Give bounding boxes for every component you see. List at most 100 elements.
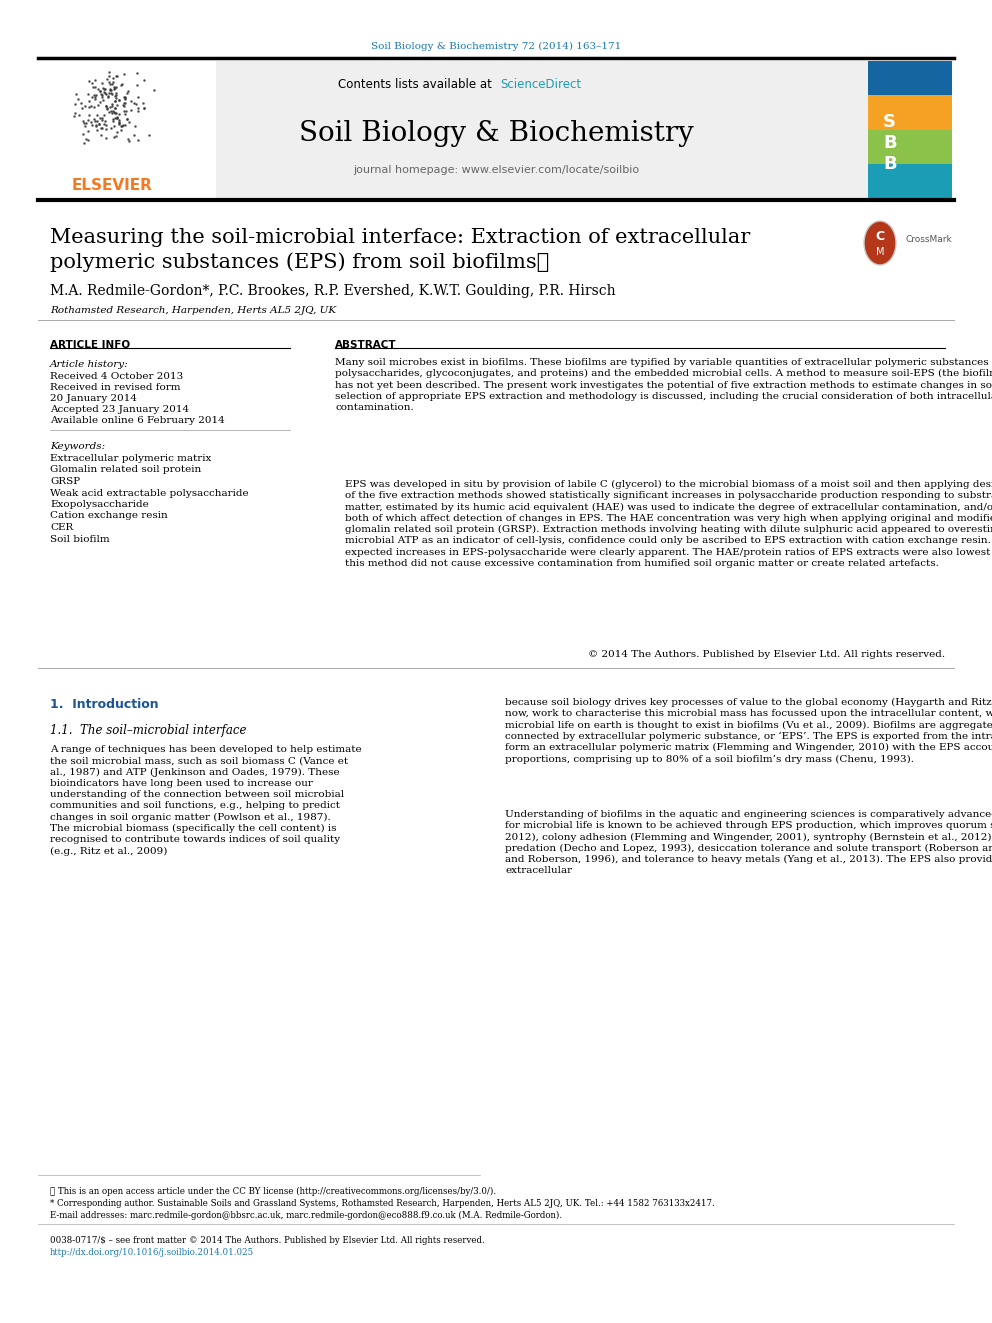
- Point: [105, 67, 121, 89]
- Text: Exopolysaccharide: Exopolysaccharide: [50, 500, 149, 509]
- Point: [93, 73, 109, 94]
- Point: [79, 130, 95, 151]
- Point: [93, 118, 109, 139]
- Point: [75, 112, 91, 134]
- Point: [119, 108, 135, 130]
- Point: [107, 102, 123, 123]
- Point: [120, 128, 136, 149]
- Point: [96, 105, 112, 126]
- Text: CER: CER: [50, 523, 73, 532]
- Point: [89, 105, 105, 126]
- Point: [105, 101, 121, 122]
- Text: predation (Decho and Lopez, 1993), desiccation tolerance and solute transport (R: predation (Decho and Lopez, 1993), desic…: [505, 844, 992, 853]
- Point: [135, 93, 151, 114]
- Point: [108, 66, 124, 87]
- Point: [80, 120, 96, 142]
- Point: [93, 83, 109, 105]
- Text: M: M: [876, 247, 884, 257]
- Point: [85, 85, 101, 106]
- Point: [136, 98, 152, 119]
- Point: [116, 64, 132, 85]
- Point: [94, 118, 110, 139]
- FancyBboxPatch shape: [868, 61, 952, 198]
- Point: [108, 87, 124, 108]
- Point: [117, 114, 133, 135]
- Point: [111, 111, 127, 132]
- Point: [95, 77, 111, 98]
- Point: [127, 115, 143, 136]
- Point: [87, 89, 103, 110]
- Text: Keywords:: Keywords:: [50, 442, 105, 451]
- Point: [101, 71, 117, 93]
- Point: [67, 102, 83, 123]
- Point: [94, 110, 110, 131]
- Text: the soil microbial mass, such as soil biomass C (Vance et: the soil microbial mass, such as soil bi…: [50, 757, 348, 765]
- Point: [109, 106, 125, 127]
- Text: ABSTRACT: ABSTRACT: [335, 340, 397, 351]
- Point: [106, 77, 122, 98]
- Text: ARTICLE INFO: ARTICLE INFO: [50, 340, 130, 351]
- Point: [81, 105, 97, 126]
- Point: [101, 82, 117, 103]
- Point: [118, 101, 134, 122]
- Text: The microbial biomass (specifically the cell content) is: The microbial biomass (specifically the …: [50, 824, 336, 833]
- Point: [123, 90, 139, 111]
- Point: [130, 97, 146, 118]
- Point: [130, 74, 146, 95]
- Point: [117, 93, 133, 114]
- Text: understanding of the connection between soil microbial: understanding of the connection between …: [50, 790, 344, 799]
- Point: [98, 69, 114, 90]
- Point: [102, 79, 118, 101]
- Point: [81, 97, 97, 118]
- Point: [89, 110, 105, 131]
- Point: [115, 94, 131, 115]
- Point: [81, 70, 97, 91]
- Point: [109, 122, 125, 143]
- Point: [101, 102, 117, 123]
- Point: [104, 74, 120, 95]
- Point: [78, 128, 94, 149]
- Text: Cation exchange resin: Cation exchange resin: [50, 512, 168, 520]
- Point: [131, 86, 147, 107]
- Text: Accepted 23 January 2014: Accepted 23 January 2014: [50, 405, 189, 414]
- Point: [97, 82, 113, 103]
- Point: [147, 79, 163, 101]
- Point: [106, 101, 122, 122]
- Point: [92, 91, 108, 112]
- Point: [73, 93, 89, 114]
- Point: [87, 77, 103, 98]
- Point: [84, 71, 100, 93]
- Point: [76, 132, 92, 153]
- Text: EPS was developed in situ by provision of labile C (glycerol) to the microbial b: EPS was developed in situ by provision o…: [345, 480, 992, 490]
- Point: [66, 94, 82, 115]
- Text: Many soil microbes exist in biofilms. These biofilms are typified by variable qu: Many soil microbes exist in biofilms. Th…: [335, 359, 992, 366]
- Point: [99, 98, 115, 119]
- Text: for microbial life is known to be achieved through EPS production, which improve: for microbial life is known to be achiev…: [505, 822, 992, 831]
- Text: Soil biofilm: Soil biofilm: [50, 534, 110, 544]
- Point: [92, 107, 108, 128]
- Point: [117, 89, 133, 110]
- Text: 2012), colony adhesion (Flemming and Wingender, 2001), syntrophy (Bernstein et a: 2012), colony adhesion (Flemming and Win…: [505, 832, 992, 841]
- FancyBboxPatch shape: [38, 61, 868, 198]
- Point: [92, 79, 108, 101]
- Point: [70, 89, 86, 110]
- FancyBboxPatch shape: [868, 130, 952, 164]
- Point: [107, 97, 123, 118]
- Point: [108, 77, 124, 98]
- Point: [126, 124, 142, 146]
- Point: [89, 119, 105, 140]
- Point: [123, 99, 139, 120]
- Point: [115, 115, 131, 136]
- Point: [80, 90, 96, 111]
- Text: al., 1987) and ATP (Jenkinson and Oades, 1979). These: al., 1987) and ATP (Jenkinson and Oades,…: [50, 767, 339, 777]
- Text: 0038-0717/$ – see front matter © 2014 The Authors. Published by Elsevier Ltd. Al: 0038-0717/$ – see front matter © 2014 Th…: [50, 1236, 485, 1245]
- Text: ★ This is an open access article under the CC BY license (http://creativecommons: ★ This is an open access article under t…: [50, 1187, 496, 1196]
- Text: contamination.: contamination.: [335, 404, 414, 413]
- Point: [117, 87, 133, 108]
- Point: [129, 62, 145, 83]
- Text: 1.  Introduction: 1. Introduction: [50, 699, 159, 710]
- Text: extracellular: extracellular: [505, 867, 572, 876]
- Point: [92, 124, 108, 146]
- Point: [99, 99, 115, 120]
- Point: [116, 101, 132, 122]
